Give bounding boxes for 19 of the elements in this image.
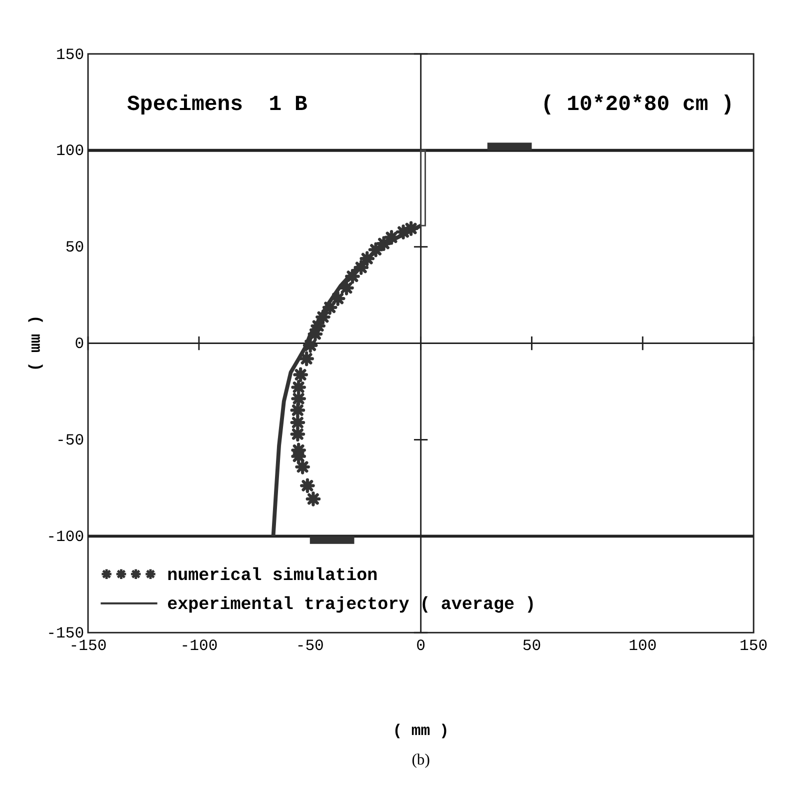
y-tick-label: 100 — [56, 142, 84, 160]
y-tick-label: 150 — [56, 46, 84, 64]
legend-label: experimental trajectory ( average ) — [167, 595, 536, 616]
x-tick-label: -100 — [180, 637, 218, 656]
y-tick-label: 50 — [65, 238, 84, 257]
x-tick-label: 50 — [522, 637, 542, 656]
x-tick-label: -50 — [296, 637, 324, 656]
text: ( 10*20*80 cm ) — [540, 92, 734, 117]
x-tick-label: 100 — [628, 637, 657, 656]
y-axis-title: ( mm ) — [26, 315, 44, 372]
y-tick-label: -50 — [56, 432, 84, 450]
y-tick-label: 0 — [74, 335, 84, 354]
legend-label: numerical simulation — [167, 566, 378, 586]
x-axis-title: ( mm ) — [392, 722, 449, 740]
x-tick-label: 150 — [740, 637, 768, 656]
text: (b) — [412, 751, 430, 768]
y-tick-label: -100 — [46, 528, 84, 546]
x-tick-label: 0 — [416, 637, 426, 656]
text: Specimens 1 B — [127, 92, 308, 117]
